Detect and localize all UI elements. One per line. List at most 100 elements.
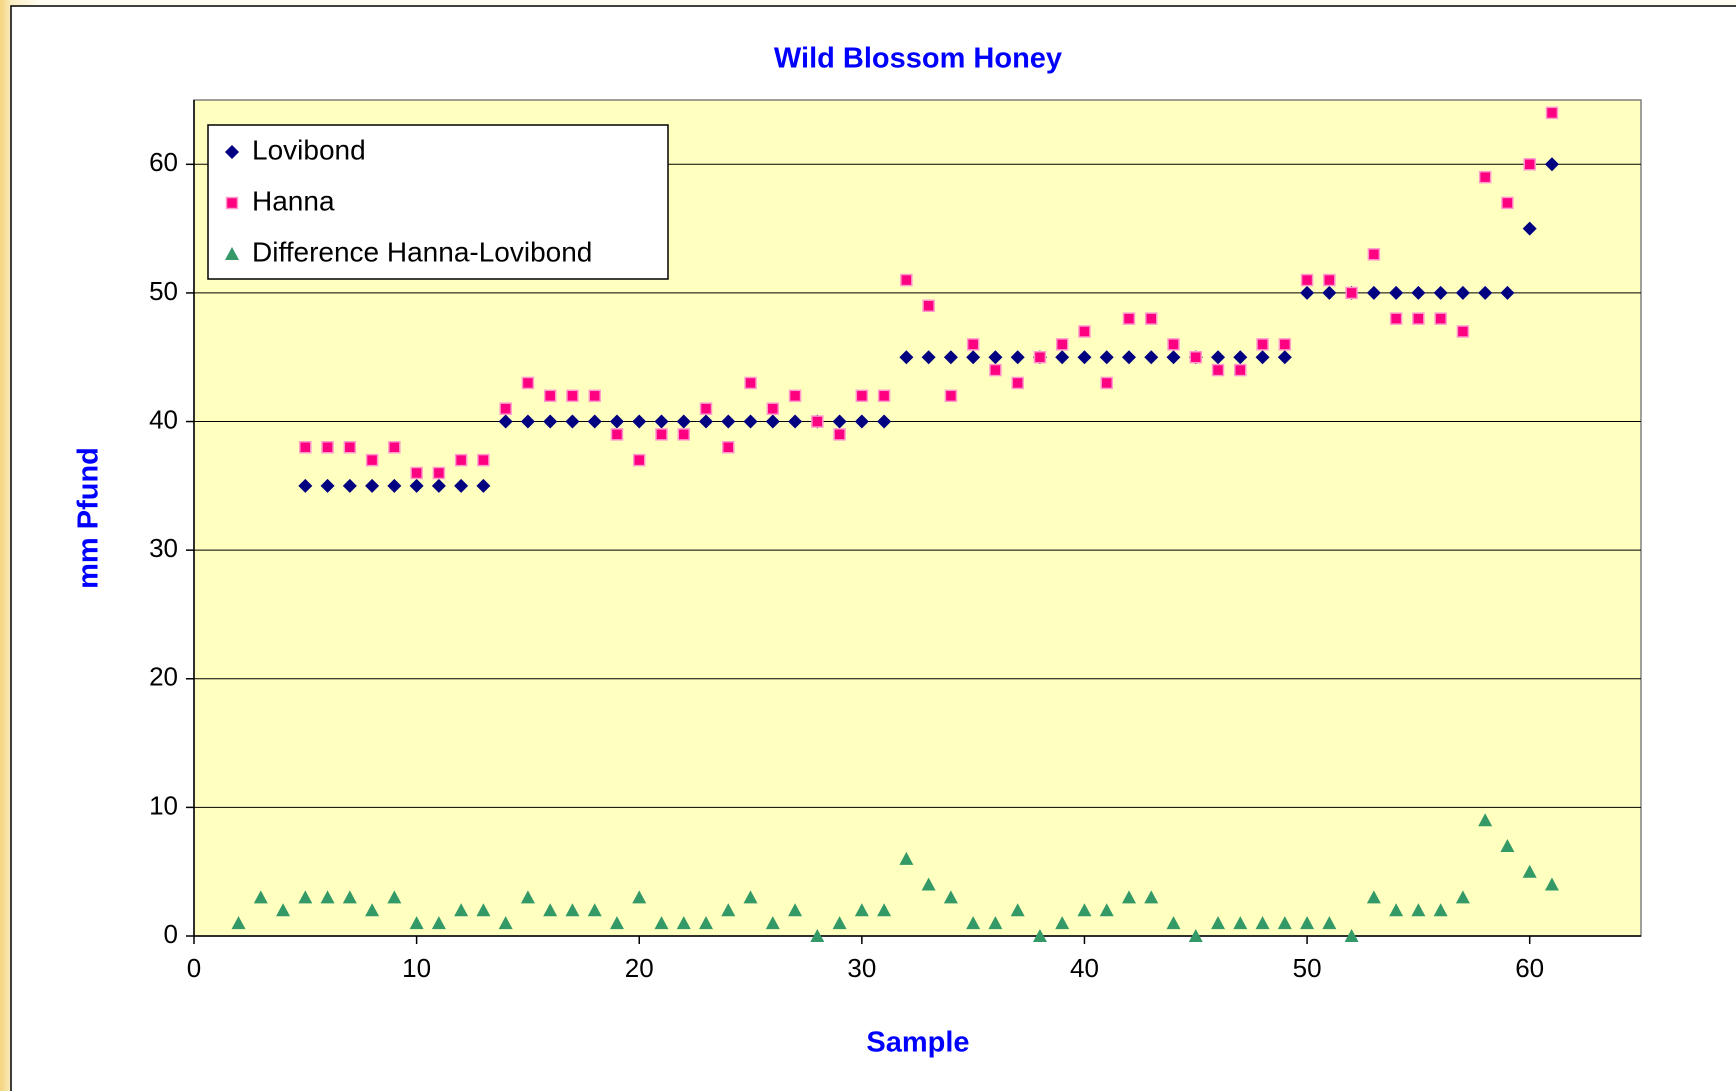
triangle-marker: [298, 890, 313, 904]
triangle-marker: [409, 916, 424, 930]
triangle-marker: [1032, 929, 1047, 942]
triangle-marker: [1455, 890, 1470, 904]
triangle-marker: [1211, 916, 1226, 930]
square-marker: [1434, 312, 1447, 325]
square-marker: [365, 453, 379, 467]
x-tick-label: 10: [402, 953, 431, 983]
triangle-marker: [943, 890, 958, 904]
square-marker: [1456, 325, 1470, 338]
square-marker: [1412, 312, 1425, 325]
diamond-marker: [587, 414, 602, 429]
diamond-marker: [1010, 350, 1025, 365]
diamond-marker: [1077, 350, 1092, 365]
diamond-marker: [1099, 350, 1114, 365]
triangle-marker: [1166, 916, 1181, 930]
triangle-marker: [1522, 864, 1537, 878]
legend-box: [207, 124, 669, 280]
diamond-marker: [966, 350, 981, 365]
square-marker: [966, 338, 980, 351]
diamond-marker: [854, 414, 869, 429]
diamond-marker: [409, 478, 424, 493]
square-marker: [788, 389, 802, 403]
triangle-marker: [1478, 813, 1493, 827]
diamond-marker: [543, 414, 558, 429]
square-marker: [477, 453, 490, 467]
square-marker: [343, 441, 357, 454]
square-marker: [632, 453, 646, 467]
diamond-marker: [454, 478, 469, 493]
square-marker: [610, 428, 624, 441]
triangle-marker: [231, 916, 246, 930]
triangle-marker: [1300, 916, 1315, 930]
triangle-marker: [1144, 890, 1159, 904]
triangle-marker: [498, 916, 513, 930]
square-marker: [1234, 363, 1247, 377]
x-axis-label: Sample: [866, 1027, 969, 1059]
diamond-marker: [365, 478, 380, 493]
triangle-marker: [1188, 929, 1203, 942]
triangle-marker: [1500, 838, 1515, 852]
triangle-marker: [1544, 877, 1559, 891]
triangle-marker: [743, 890, 758, 904]
square-marker: [1122, 312, 1136, 325]
triangle-marker: [877, 903, 892, 917]
x-tick-label: 20: [625, 953, 654, 983]
diamond-marker: [298, 478, 313, 493]
square-marker: [877, 389, 891, 403]
diamond-marker: [788, 414, 803, 429]
square-marker: [225, 196, 239, 210]
square-marker: [1278, 338, 1292, 351]
triangle-marker: [1233, 916, 1248, 930]
triangle-marker: [788, 903, 803, 917]
y-tick-label: 50: [149, 276, 178, 306]
diamond-marker: [1522, 221, 1537, 236]
diamond-marker: [520, 414, 535, 429]
triangle-marker: [276, 903, 291, 917]
square-marker: [1523, 158, 1536, 171]
diamond-marker: [1166, 350, 1181, 365]
square-marker: [1501, 196, 1514, 210]
diamond-marker: [877, 414, 892, 429]
square-marker: [1033, 350, 1047, 364]
triangle-marker: [1121, 890, 1136, 904]
diamond-marker: [632, 414, 647, 429]
triangle-marker: [520, 890, 535, 904]
triangle-marker: [476, 903, 491, 917]
diamond-marker: [699, 414, 714, 429]
diamond-marker: [565, 414, 580, 429]
triangle-marker: [1366, 890, 1381, 904]
diamond-marker: [1433, 285, 1448, 300]
triangle-marker: [387, 890, 402, 904]
diamond-marker: [1121, 350, 1136, 365]
diamond-marker: [342, 478, 357, 493]
diamond-marker: [476, 478, 491, 493]
square-marker: [677, 428, 691, 441]
triangle-marker: [1099, 903, 1114, 917]
x-tick-label: 30: [847, 953, 876, 983]
diamond-marker: [743, 414, 758, 429]
diamond-marker: [431, 478, 446, 493]
square-marker: [811, 415, 824, 428]
triangle-marker: [1077, 903, 1092, 917]
diamond-marker: [1211, 350, 1226, 365]
triangle-marker: [1255, 916, 1270, 930]
y-tick-label: 30: [149, 533, 178, 563]
diamond-marker: [721, 414, 736, 429]
triangle-marker: [854, 903, 869, 917]
y-tick-label: 20: [149, 662, 178, 692]
triangle-marker: [899, 851, 914, 865]
legend-label: Hanna: [252, 185, 335, 216]
diamond-marker: [943, 350, 958, 365]
diamond-marker: [1233, 350, 1248, 365]
diamond-marker: [899, 350, 914, 365]
triangle-marker: [699, 916, 714, 930]
square-marker: [1545, 106, 1559, 120]
triangle-marker: [342, 890, 357, 904]
triangle-marker: [1433, 903, 1448, 917]
diamond-marker: [1366, 285, 1381, 300]
triangle-marker: [832, 916, 847, 930]
square-marker: [521, 376, 535, 390]
y-tick-label: 40: [149, 404, 178, 434]
square-marker: [1100, 376, 1113, 390]
